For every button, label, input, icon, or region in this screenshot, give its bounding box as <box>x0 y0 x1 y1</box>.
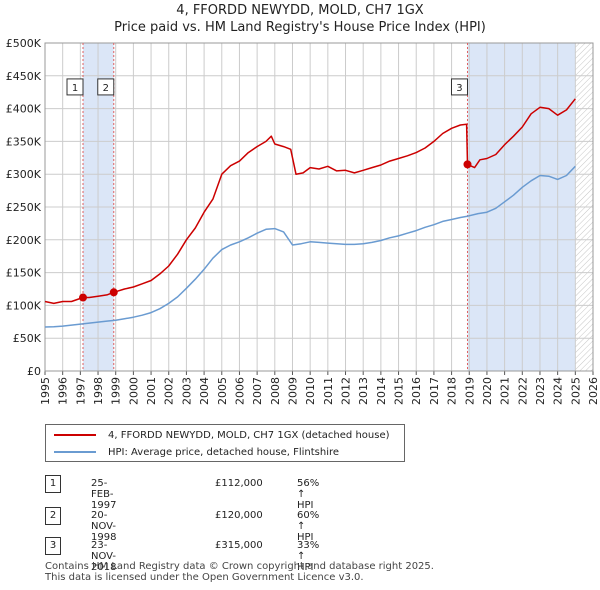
sale-point <box>109 288 118 297</box>
sale-point <box>79 293 88 302</box>
y-tick-label: £250K <box>6 201 42 214</box>
y-tick-label: £50K <box>13 332 42 345</box>
x-tick-label: 2014 <box>375 377 388 405</box>
y-tick-label: £150K <box>6 267 42 280</box>
plot-frame <box>44 42 594 372</box>
transaction-date: 25-FEB-1997 <box>91 478 117 511</box>
x-tick-label: 2007 <box>251 377 264 405</box>
x-tick-label: 1995 <box>39 377 52 405</box>
x-tick-label: 1998 <box>92 377 105 405</box>
transaction-date: 23-NOV-2018 <box>91 540 117 573</box>
transaction-number: 1 <box>45 475 61 493</box>
y-tick-label: £0 <box>27 365 41 378</box>
transaction-price: £315,000 <box>215 540 263 551</box>
y-tick-label: £350K <box>6 135 42 148</box>
x-tick-label: 2018 <box>446 377 459 405</box>
sale-label-box <box>66 78 84 96</box>
transaction-price: £120,000 <box>215 510 263 521</box>
price-chart: £0 £50K £100K £150K £200K £250K £300K £350K £400… <box>6 37 600 405</box>
y-tick-label: £500K <box>6 37 42 50</box>
y-tick-label: £300K <box>6 168 42 181</box>
legend-item-hpi: HPI: Average price, detached house, Flin… <box>54 444 339 460</box>
x-tick-label: 2016 <box>410 377 423 405</box>
legend-swatch-red <box>54 434 96 436</box>
legend-label-hpi: HPI: Average price, detached house, Flin… <box>108 446 340 458</box>
price-paid-line <box>44 98 576 305</box>
x-tick-label: 2008 <box>269 377 282 405</box>
x-tick-label: 2019 <box>463 377 476 405</box>
transaction-hpi: 33% ↑ HPI <box>297 540 320 573</box>
x-tick-label: 2015 <box>393 377 406 405</box>
x-tick-label: 1996 <box>57 377 70 405</box>
transaction-hpi: 60% ↑ HPI <box>297 510 320 543</box>
x-tick-label: 2017 <box>428 377 441 405</box>
transaction-number: 2 <box>45 507 61 525</box>
sale-label-box <box>450 78 468 96</box>
x-tick-label: 2012 <box>340 377 353 405</box>
x-tick-label: 2006 <box>233 377 246 405</box>
x-tick-label: 2026 <box>587 377 600 405</box>
transaction-number: 3 <box>45 537 61 555</box>
legend-label-price: 4, FFORDD NEWYDD, MOLD, CH7 1GX (detache… <box>108 429 390 441</box>
y-tick-label: £100K <box>6 299 42 312</box>
y-tick-label: £400K <box>6 103 42 116</box>
x-tick-label: 1999 <box>110 377 123 405</box>
x-tick-label: 2013 <box>357 377 370 405</box>
footer-licence: This data is licensed under the Open Gov… <box>45 572 364 583</box>
x-tick-label: 2024 <box>552 377 565 405</box>
x-tick-label: 1997 <box>74 377 87 405</box>
sale-label: 2 <box>103 83 109 94</box>
x-tick-label: 2025 <box>569 377 582 405</box>
x-tick-label: 2000 <box>127 377 140 405</box>
x-tick-label: 2005 <box>216 377 229 405</box>
footer-copyright: Contains HM Land Registry data © Crown c… <box>45 561 434 572</box>
x-tick-label: 2022 <box>516 377 529 405</box>
transaction-price: £112,000 <box>215 478 263 489</box>
y-tick-label: £450K <box>6 70 42 83</box>
x-tick-label: 2023 <box>534 377 547 405</box>
sale-label-box <box>97 78 115 96</box>
chart-title: 4, FFORDD NEWYDD, MOLD, CH7 1GX <box>176 3 424 18</box>
transaction-date: 20-NOV-1998 <box>91 510 117 543</box>
legend: 4, FFORDD NEWYDD, MOLD, CH7 1GX (detache… <box>45 424 405 462</box>
chart-subtitle: Price paid vs. HM Land Registry's House … <box>114 20 486 35</box>
x-tick-label: 2010 <box>304 377 317 405</box>
x-tick-label: 2021 <box>499 377 512 405</box>
transaction-hpi: 56% ↑ HPI <box>297 478 320 511</box>
hpi-line <box>44 165 576 328</box>
sale-label: 3 <box>456 83 462 94</box>
x-tick-label: 2003 <box>180 377 193 405</box>
x-tick-label: 2009 <box>286 377 299 405</box>
x-tick-label: 2001 <box>145 377 158 405</box>
legend-item-price: 4, FFORDD NEWYDD, MOLD, CH7 1GX (detache… <box>54 427 390 443</box>
x-tick-label: 2002 <box>163 377 176 405</box>
sale-point <box>463 160 472 169</box>
x-tick-label: 2004 <box>198 377 211 405</box>
x-tick-label: 2011 <box>322 377 335 405</box>
legend-swatch-blue <box>54 451 96 453</box>
x-tick-label: 2020 <box>481 377 494 405</box>
y-tick-label: £200K <box>6 234 42 247</box>
sale-label: 1 <box>72 83 78 94</box>
